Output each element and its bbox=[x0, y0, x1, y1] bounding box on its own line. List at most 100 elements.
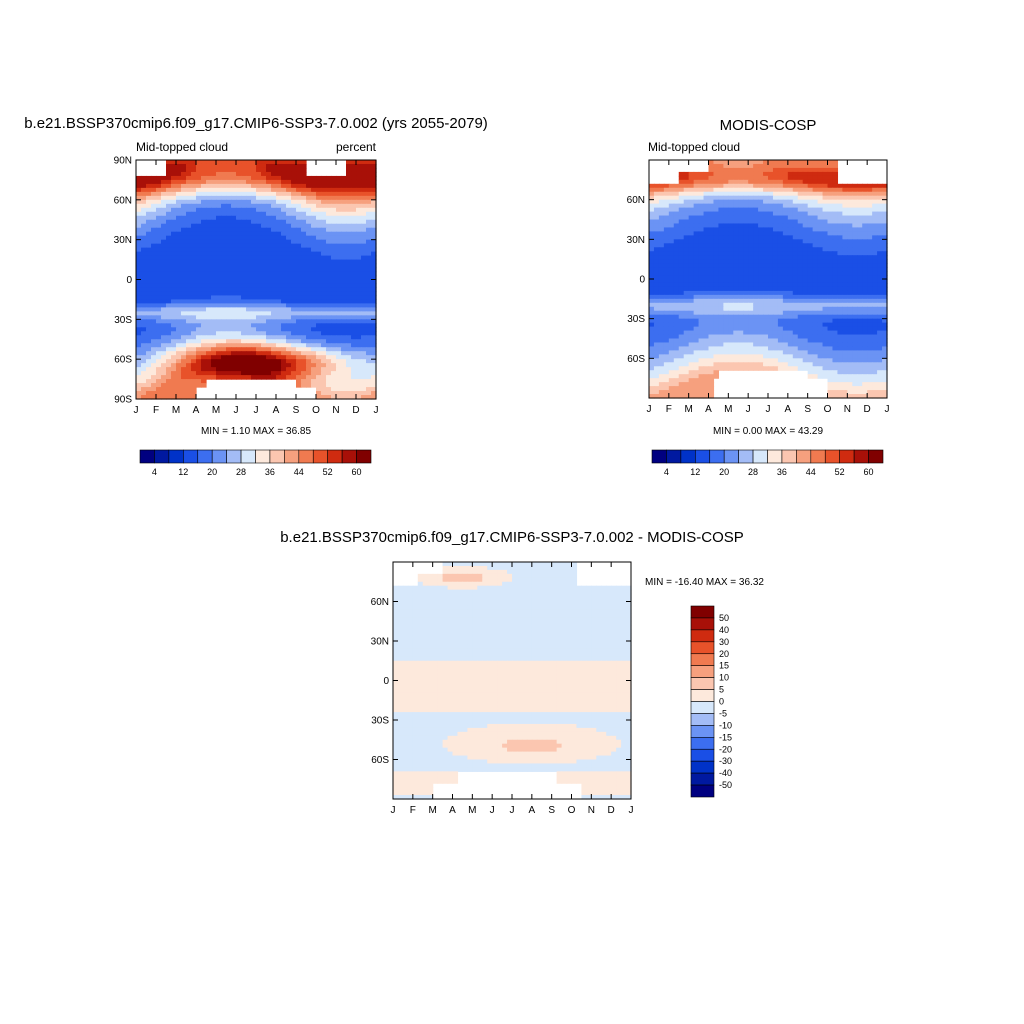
contour-cell bbox=[366, 307, 372, 312]
contour-cell bbox=[186, 247, 192, 253]
contour-cell bbox=[346, 199, 352, 205]
contour-cell bbox=[316, 327, 322, 332]
contour-cell bbox=[361, 271, 367, 277]
contour-cell bbox=[246, 271, 252, 277]
contour-cell bbox=[723, 318, 729, 324]
contour-cell bbox=[346, 279, 352, 285]
contour-cell bbox=[251, 179, 257, 185]
contour-cell bbox=[738, 203, 744, 209]
contour-cell bbox=[256, 311, 262, 316]
contour-cell bbox=[191, 160, 197, 165]
contour-cell bbox=[723, 302, 729, 308]
contour-cell bbox=[748, 263, 754, 268]
contour-cell bbox=[683, 263, 690, 268]
contour-cell bbox=[653, 223, 660, 229]
contour-cell bbox=[201, 299, 207, 304]
colorbar-box bbox=[154, 449, 170, 464]
contour-cell bbox=[201, 323, 207, 328]
panel1-colorbar: 4 12 20 28 36 44 52 60 bbox=[139, 449, 372, 477]
contour-cell bbox=[221, 319, 227, 324]
contour-cell bbox=[221, 307, 227, 312]
contour-cell bbox=[653, 247, 660, 252]
contour-cell bbox=[346, 255, 352, 261]
contour-cell bbox=[366, 287, 372, 293]
contour-cell bbox=[216, 363, 222, 368]
contour-cell bbox=[718, 179, 724, 185]
contour-cell bbox=[326, 187, 332, 193]
contour-cell bbox=[341, 275, 347, 281]
contour-cell bbox=[146, 379, 152, 384]
contour-cell bbox=[281, 215, 287, 221]
contour-cell bbox=[256, 259, 262, 265]
contour-cell bbox=[186, 255, 192, 261]
contour-cell bbox=[748, 290, 754, 296]
contour-cell bbox=[141, 315, 147, 320]
contour-cell bbox=[743, 298, 749, 304]
contour-cell bbox=[852, 243, 858, 248]
contour-cell bbox=[206, 295, 212, 301]
contour-cell bbox=[201, 263, 207, 269]
contour-cell bbox=[136, 379, 142, 384]
contour-cell bbox=[718, 231, 724, 236]
contour-cell bbox=[291, 207, 297, 213]
contour-cell bbox=[171, 327, 177, 332]
contour-cell bbox=[271, 255, 277, 261]
contour-cell bbox=[877, 326, 883, 332]
contour-cell bbox=[186, 267, 192, 273]
contour-cell bbox=[738, 179, 744, 185]
contour-cell bbox=[291, 347, 297, 352]
contour-cell bbox=[882, 294, 888, 300]
contour-cell bbox=[797, 163, 804, 169]
contour-cell bbox=[877, 203, 883, 209]
contour-cell bbox=[226, 239, 232, 245]
contour-cell bbox=[236, 203, 242, 209]
contour-cell bbox=[256, 283, 262, 289]
contour-cell bbox=[201, 371, 207, 376]
contour-cell bbox=[663, 183, 670, 189]
contour-cell bbox=[231, 287, 237, 293]
contour-cell bbox=[827, 326, 834, 332]
contour-cell bbox=[743, 195, 749, 201]
contour-cell bbox=[356, 287, 362, 293]
contour-cell bbox=[306, 283, 312, 289]
contour-cell bbox=[181, 375, 187, 380]
contour-cell bbox=[266, 275, 272, 281]
contour-cell bbox=[862, 255, 868, 260]
contour-cell bbox=[708, 247, 715, 252]
contour-cell bbox=[231, 275, 237, 281]
contour-cell bbox=[753, 298, 759, 304]
contour-cell bbox=[812, 259, 819, 264]
contour-cell bbox=[261, 303, 267, 308]
contour-cell bbox=[136, 231, 142, 237]
contour-cell bbox=[321, 307, 327, 312]
contour-cell bbox=[653, 322, 660, 328]
contour-cell bbox=[817, 239, 824, 244]
contour-cell bbox=[807, 342, 814, 348]
contour-cell bbox=[171, 375, 177, 380]
contour-cell bbox=[842, 322, 848, 328]
contour-cell bbox=[807, 227, 814, 232]
contour-cell bbox=[371, 295, 377, 301]
contour-cell bbox=[366, 183, 372, 189]
contour-cell bbox=[802, 322, 809, 328]
contour-cell bbox=[812, 167, 819, 173]
contour-cell bbox=[341, 183, 347, 189]
contour-cell bbox=[847, 255, 853, 260]
contour-cell bbox=[246, 279, 252, 285]
contour-cell bbox=[336, 347, 342, 352]
contour-cell bbox=[276, 195, 282, 201]
contour-cell bbox=[306, 243, 312, 249]
contour-cell bbox=[693, 203, 700, 209]
contour-cell bbox=[301, 195, 307, 201]
contour-cell bbox=[246, 247, 252, 253]
contour-cell bbox=[166, 187, 172, 193]
contour-cell bbox=[822, 318, 829, 324]
contour-cell bbox=[216, 259, 222, 265]
contour-cell bbox=[882, 195, 888, 201]
contour-cell bbox=[241, 187, 247, 193]
contour-cell bbox=[797, 219, 804, 225]
contour-cell bbox=[306, 195, 312, 201]
contour-cell bbox=[842, 294, 848, 300]
contour-cell bbox=[301, 279, 307, 285]
contour-cell bbox=[733, 322, 739, 328]
